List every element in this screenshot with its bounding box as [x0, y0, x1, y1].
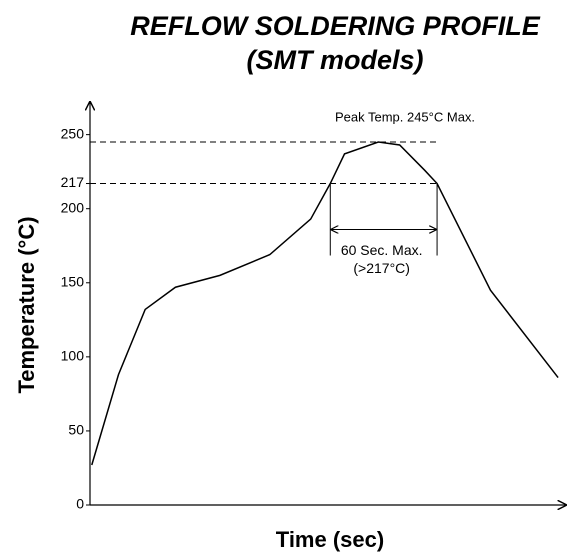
- chart-subtitle: (SMT models): [246, 45, 423, 75]
- profile-line: [91, 141, 559, 466]
- window-label: 60 Sec. Max.: [341, 242, 423, 258]
- y-tick-label: 250: [61, 125, 85, 141]
- y-tick-label: 200: [61, 199, 85, 215]
- y-tick-label: 217: [61, 174, 85, 190]
- peak-label: Peak Temp. 245°C Max.: [335, 109, 475, 124]
- y-tick-label: 100: [61, 348, 85, 364]
- x-axis-label: Time (sec): [276, 527, 384, 552]
- chart-title: REFLOW SOLDERING PROFILE: [130, 11, 540, 41]
- window-sublabel: (>217°C): [353, 260, 410, 276]
- y-axis-label: Temperature (°C): [14, 216, 39, 393]
- y-tick-label: 0: [76, 496, 84, 512]
- y-tick-label: 50: [68, 422, 84, 438]
- y-tick-label: 150: [61, 273, 85, 289]
